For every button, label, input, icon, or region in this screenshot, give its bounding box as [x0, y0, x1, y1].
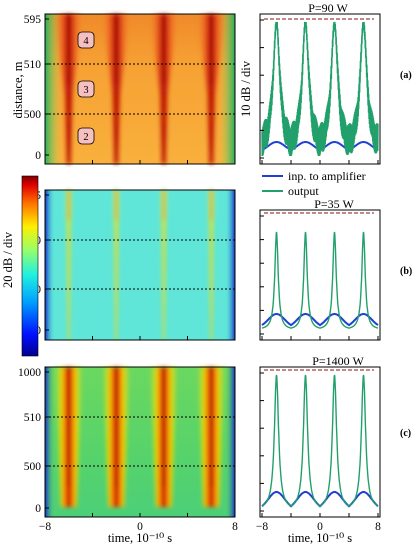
heatmap-a-pulse-streak — [197, 14, 226, 164]
x-tick-label-lines: 0 — [317, 521, 323, 533]
heatmap-a-left-edge — [45, 14, 61, 164]
power-label-a: P=90 W — [308, 1, 348, 15]
svg-text:2: 2 — [83, 132, 88, 143]
heatmap-a-right-edge — [219, 14, 235, 164]
heatmap-b-pulse-streak — [158, 190, 169, 340]
heatmap-c-right-edge — [225, 367, 235, 517]
x-tick-label-lines: 8 — [375, 521, 381, 533]
y-tick-label-c: 500 — [24, 461, 42, 473]
x-axis-label-lines: time, 10⁻¹⁰ s — [288, 531, 352, 545]
heatmap-b-pulse-streak — [206, 190, 217, 340]
heatmap-a-pulse-streak — [54, 14, 83, 164]
x-tick-label-heatmap: −8 — [39, 521, 51, 533]
y-tick-label-c: 1000 — [18, 367, 41, 379]
y-tick-label-a: 510 — [24, 59, 42, 71]
heatmap-panel-b — [44, 189, 236, 341]
x-tick-label-heatmap: 0 — [137, 521, 143, 533]
panel-label-a: (a) — [400, 70, 412, 81]
y-tick-label-c: 510 — [24, 412, 42, 424]
heatmap-c-left-edge — [45, 367, 55, 517]
heatmap-a-pulse-streak — [149, 14, 178, 164]
line-c-series-output — [261, 374, 379, 507]
heatmap-b-background — [45, 190, 235, 340]
section-badge-2: 2 — [77, 127, 95, 145]
colorbar-label: 20 dB / div — [1, 231, 15, 288]
heatmap-a-pulse-streak — [102, 14, 131, 164]
line-b-series-output — [261, 231, 379, 329]
heatmap-b-pulse-streak — [111, 190, 122, 340]
power-label-b: P=35 W — [314, 197, 354, 211]
heatmap-panel-c — [44, 366, 236, 518]
y-tick-label-c: 0 — [35, 503, 41, 515]
line-a-series-output — [261, 21, 379, 157]
x-axis-label-heatmap: time, 10⁻¹⁰ s — [108, 531, 172, 545]
panel-label-c: (c) — [400, 428, 411, 439]
svg-text:4: 4 — [83, 36, 89, 47]
x-tick-label-heatmap: 8 — [232, 521, 238, 533]
legend-label-output: output — [288, 184, 319, 198]
svg-text:3: 3 — [83, 85, 88, 96]
line-panel-b: P=35 W — [259, 197, 381, 341]
legend-label-input: inp. to amplifier — [288, 169, 366, 183]
section-badge-4: 4 — [77, 31, 95, 49]
y-tick-label-a: 595 — [24, 14, 42, 26]
heatmap-b-left-edge — [45, 190, 55, 340]
colorbar — [21, 175, 39, 357]
line-panel-a: P=90 W — [259, 1, 381, 165]
legend: inp. to amplifier output — [262, 169, 366, 198]
y-axis-label-db: 10 dB / div — [239, 60, 253, 117]
heatmap-b-right-edge — [225, 190, 235, 340]
section-badge-3: 3 — [77, 80, 95, 98]
power-label-c: P=1400 W — [312, 354, 364, 368]
panel-label-b: (b) — [400, 266, 412, 277]
y-tick-label-a: 500 — [24, 109, 42, 121]
line-b-bg — [260, 210, 380, 340]
x-tick-label-lines: −8 — [256, 521, 268, 533]
y-axis-label-distance: distance, m — [11, 61, 25, 118]
heatmap-b-pulse-streak — [63, 190, 74, 340]
heatmap-panel-a: 4 3 2 — [44, 13, 236, 165]
y-tick-label-a: 0 — [35, 150, 41, 162]
line-c-bg — [260, 367, 380, 517]
line-panel-c: P=1400 W — [259, 354, 381, 518]
